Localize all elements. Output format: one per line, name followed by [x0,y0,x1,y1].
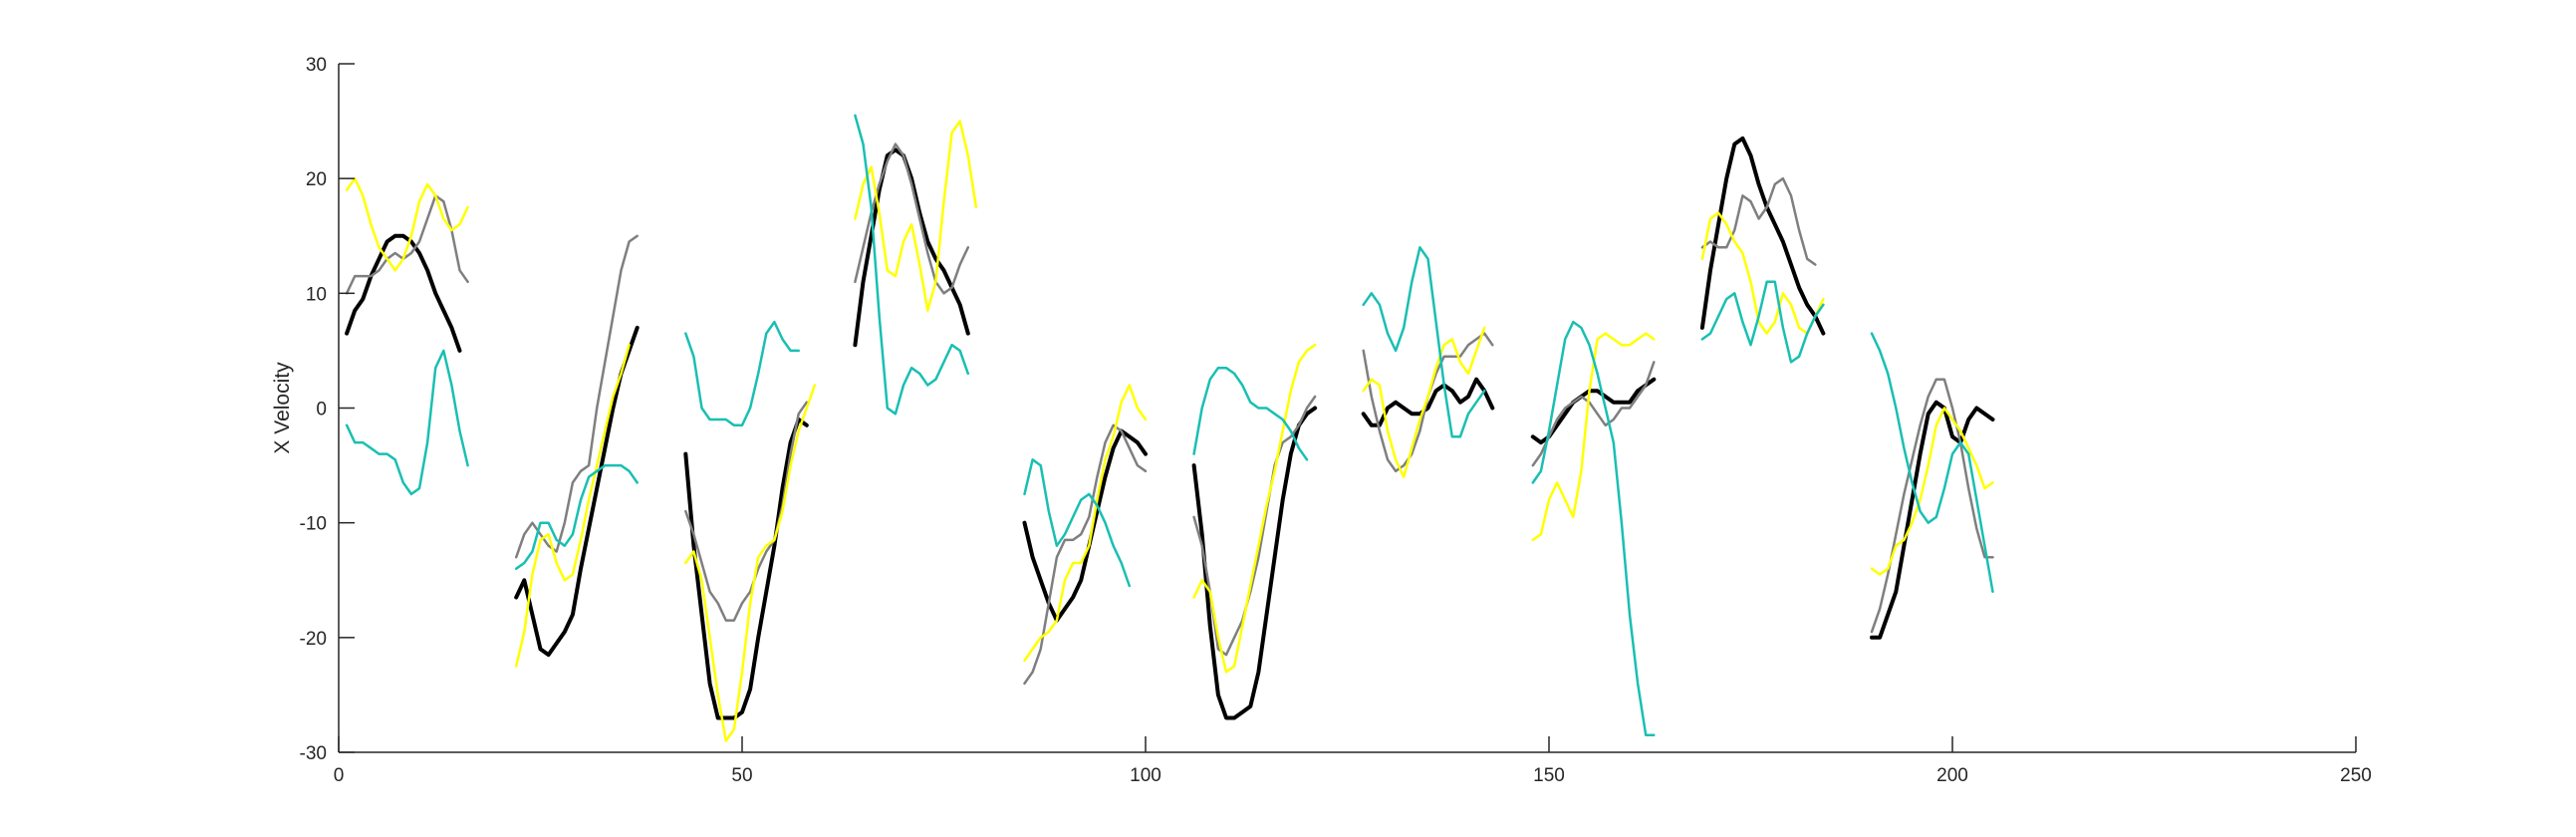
y-tick-label: 20 [306,169,327,190]
series-gray [345,142,1994,686]
series-black-line-3 [683,418,809,720]
y-tick-label: -10 [300,514,327,535]
series-gray-line-1 [345,194,469,295]
y-tick-label: -20 [300,629,327,650]
y-tick-label: 10 [306,284,327,305]
series-yellow-line-9 [1700,211,1825,335]
series-gray-line-10 [1870,378,1994,634]
series-teal-line-9 [1700,280,1825,364]
series-teal-line-7 [1362,246,1486,438]
series-black-line-2 [514,325,640,658]
series-teal-line-4 [854,114,970,416]
series-teal-line-2 [514,463,639,570]
series-gray-line-2 [514,234,639,559]
series-black [345,136,1995,720]
series-yellow-line-2 [514,343,631,668]
y-tick-label: 30 [306,55,327,76]
x-tick-label: 250 [2340,765,2372,786]
series-yellow-line-3 [684,384,817,742]
axes [338,64,2356,753]
x-tick-label: 200 [1936,765,1968,786]
series-layer [345,114,1995,742]
series-yellow [345,120,1994,742]
series-black-line-1 [345,233,462,353]
series-black-line-10 [1870,400,1995,640]
series-teal-line-6 [1192,366,1309,461]
series-teal-line-8 [1531,320,1656,736]
series-gray-line-8 [1531,361,1656,467]
series-yellow-line-7 [1362,326,1486,478]
series-yellow-line-10 [1870,407,1994,576]
series-black-line-4 [853,147,970,348]
x-tick-label: 100 [1130,765,1161,786]
series-yellow-line-8 [1531,332,1656,542]
series-teal-line-3 [684,320,800,427]
y-tick-label: -30 [300,743,327,764]
series-black-line-9 [1699,136,1826,336]
series-gray-line-3 [684,401,809,622]
series-gray-line-4 [854,142,970,295]
y-axis-ticks: -30 -20 -10 0 10 20 30 [300,55,355,764]
series-teal-line-5 [1023,458,1132,588]
x-tick-label: 50 [731,765,752,786]
x-axis-ticks: 0 50 100 150 200 250 [334,736,2372,786]
series-teal-line-10 [1870,332,1994,594]
series-black-line-5 [1022,428,1148,623]
y-axis-title: X Velocity [271,362,294,454]
series-yellow-line-4 [854,120,978,312]
x-tick-label: 150 [1533,765,1565,786]
series-gray-line-5 [1023,423,1148,686]
y-tick-label: 0 [316,400,327,420]
x-tick-label: 0 [334,765,345,786]
series-teal [345,114,1994,736]
series-gray-line-9 [1700,176,1817,266]
series-yellow-line-1 [345,176,469,272]
series-yellow-line-6 [1192,343,1317,674]
series-teal-line-1 [345,349,469,496]
series-yellow-line-5 [1023,384,1148,663]
